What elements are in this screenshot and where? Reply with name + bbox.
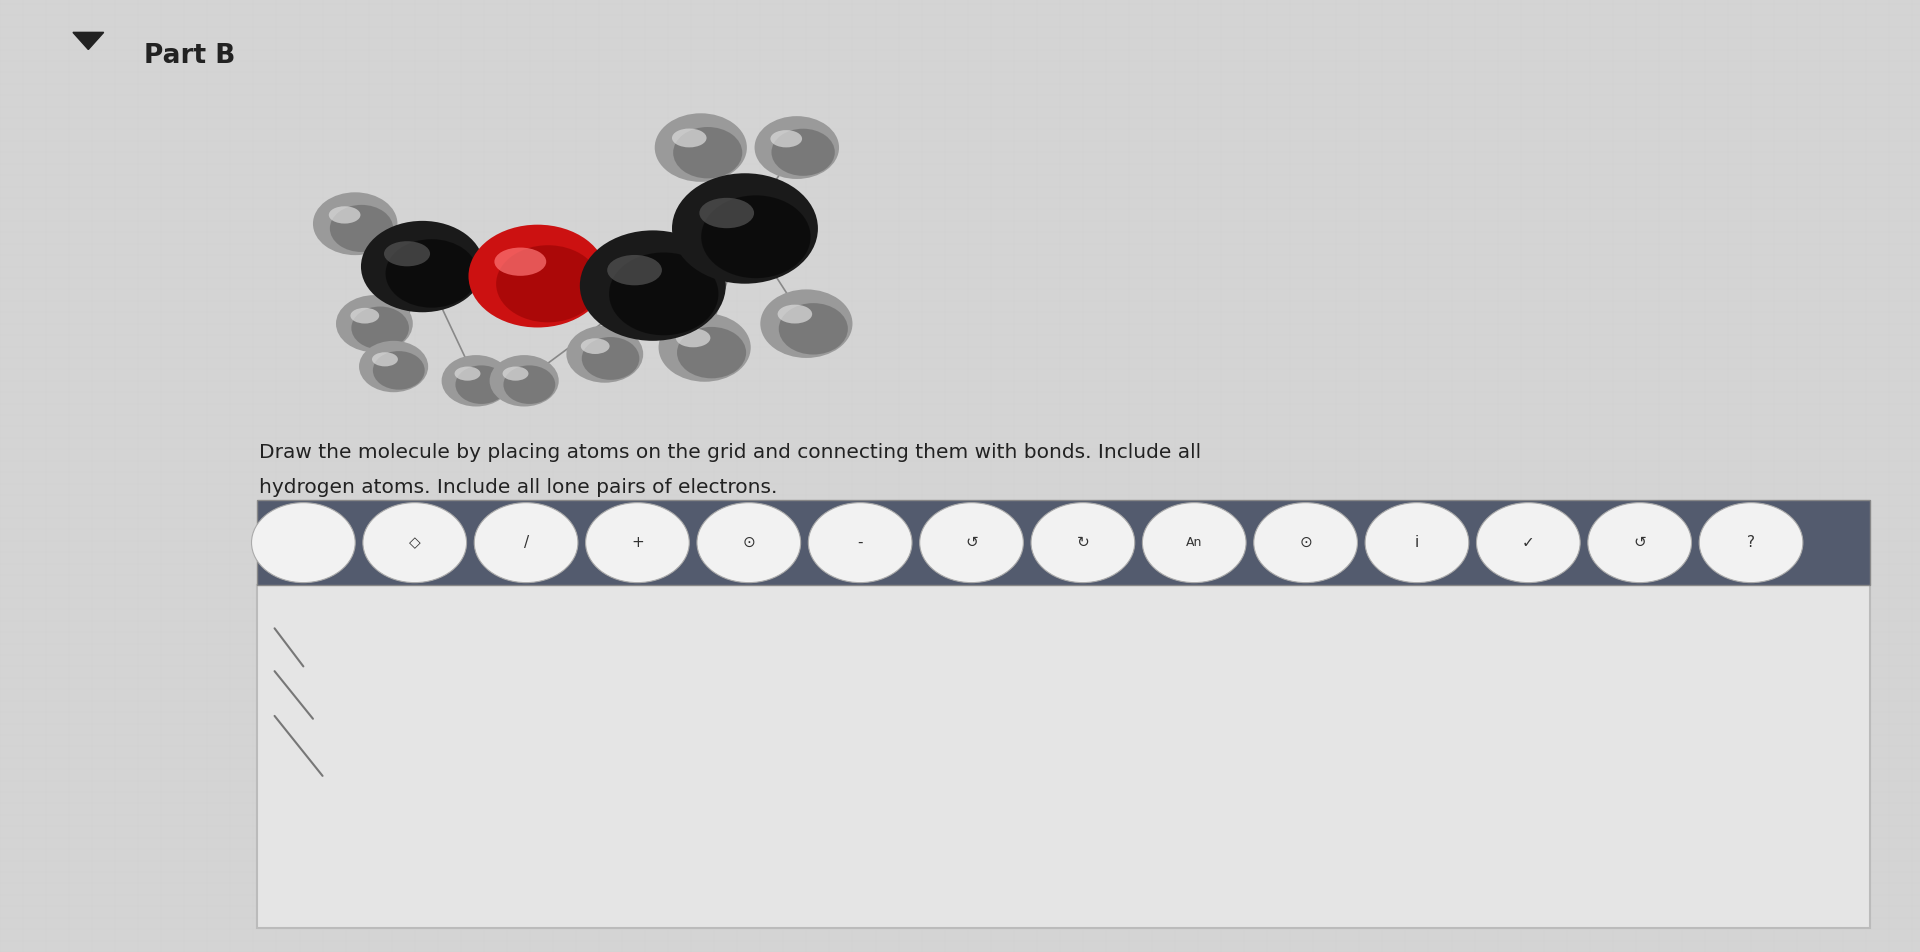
Ellipse shape — [760, 289, 852, 358]
Ellipse shape — [455, 367, 480, 381]
Ellipse shape — [503, 366, 555, 404]
Ellipse shape — [676, 328, 710, 347]
Ellipse shape — [1699, 503, 1803, 583]
Ellipse shape — [495, 248, 545, 276]
Bar — [257, 585, 1870, 928]
Ellipse shape — [386, 239, 478, 307]
Ellipse shape — [582, 337, 639, 380]
Ellipse shape — [672, 173, 818, 284]
Ellipse shape — [778, 305, 812, 324]
Ellipse shape — [468, 225, 607, 327]
Ellipse shape — [442, 355, 511, 407]
Ellipse shape — [701, 195, 810, 278]
Ellipse shape — [372, 351, 424, 389]
Ellipse shape — [755, 116, 839, 179]
Text: Part B: Part B — [144, 43, 236, 69]
Ellipse shape — [674, 127, 743, 178]
Ellipse shape — [1142, 503, 1246, 583]
Text: An: An — [1187, 536, 1202, 549]
Ellipse shape — [372, 352, 397, 367]
Polygon shape — [73, 32, 104, 50]
Ellipse shape — [655, 113, 747, 182]
Text: /: / — [524, 535, 528, 550]
Ellipse shape — [1031, 503, 1135, 583]
Ellipse shape — [1254, 503, 1357, 583]
Ellipse shape — [336, 295, 413, 352]
Text: Draw the molecule by placing atoms on the grid and connecting them with bonds. I: Draw the molecule by placing atoms on th… — [259, 443, 1202, 462]
Text: ↺: ↺ — [966, 535, 977, 550]
Ellipse shape — [384, 241, 430, 267]
Ellipse shape — [580, 230, 726, 341]
Ellipse shape — [770, 130, 803, 148]
Ellipse shape — [328, 207, 361, 224]
Ellipse shape — [920, 503, 1023, 583]
Text: ◇: ◇ — [409, 535, 420, 550]
Ellipse shape — [808, 503, 912, 583]
Ellipse shape — [495, 246, 599, 323]
Ellipse shape — [330, 205, 394, 252]
Ellipse shape — [455, 366, 507, 404]
Ellipse shape — [1476, 503, 1580, 583]
Text: +: + — [632, 535, 643, 550]
Ellipse shape — [361, 221, 484, 312]
Ellipse shape — [609, 252, 718, 335]
Ellipse shape — [474, 503, 578, 583]
Text: ?: ? — [1747, 535, 1755, 550]
Text: ↺: ↺ — [1634, 535, 1645, 550]
Ellipse shape — [490, 355, 559, 407]
Ellipse shape — [313, 192, 397, 255]
Ellipse shape — [351, 307, 380, 324]
Text: -: - — [858, 535, 862, 550]
Ellipse shape — [503, 367, 528, 381]
Ellipse shape — [586, 503, 689, 583]
Ellipse shape — [699, 198, 755, 228]
Ellipse shape — [780, 303, 849, 354]
Ellipse shape — [772, 129, 835, 176]
Ellipse shape — [1588, 503, 1692, 583]
Text: ⊙: ⊙ — [1300, 535, 1311, 550]
Ellipse shape — [697, 503, 801, 583]
Ellipse shape — [351, 307, 409, 349]
Ellipse shape — [566, 326, 643, 383]
Text: ✓: ✓ — [1523, 535, 1534, 550]
Ellipse shape — [1365, 503, 1469, 583]
Ellipse shape — [672, 129, 707, 148]
Text: hydrogen atoms. Include all lone pairs of electrons.: hydrogen atoms. Include all lone pairs o… — [259, 478, 778, 497]
Ellipse shape — [582, 338, 611, 354]
Ellipse shape — [659, 313, 751, 382]
Bar — [257, 500, 1870, 585]
Text: i: i — [1415, 535, 1419, 550]
Ellipse shape — [359, 341, 428, 392]
Text: ⊙: ⊙ — [743, 535, 755, 550]
Ellipse shape — [678, 327, 747, 378]
Ellipse shape — [607, 255, 662, 286]
Text: ↻: ↻ — [1077, 535, 1089, 550]
Ellipse shape — [252, 503, 355, 583]
Ellipse shape — [363, 503, 467, 583]
